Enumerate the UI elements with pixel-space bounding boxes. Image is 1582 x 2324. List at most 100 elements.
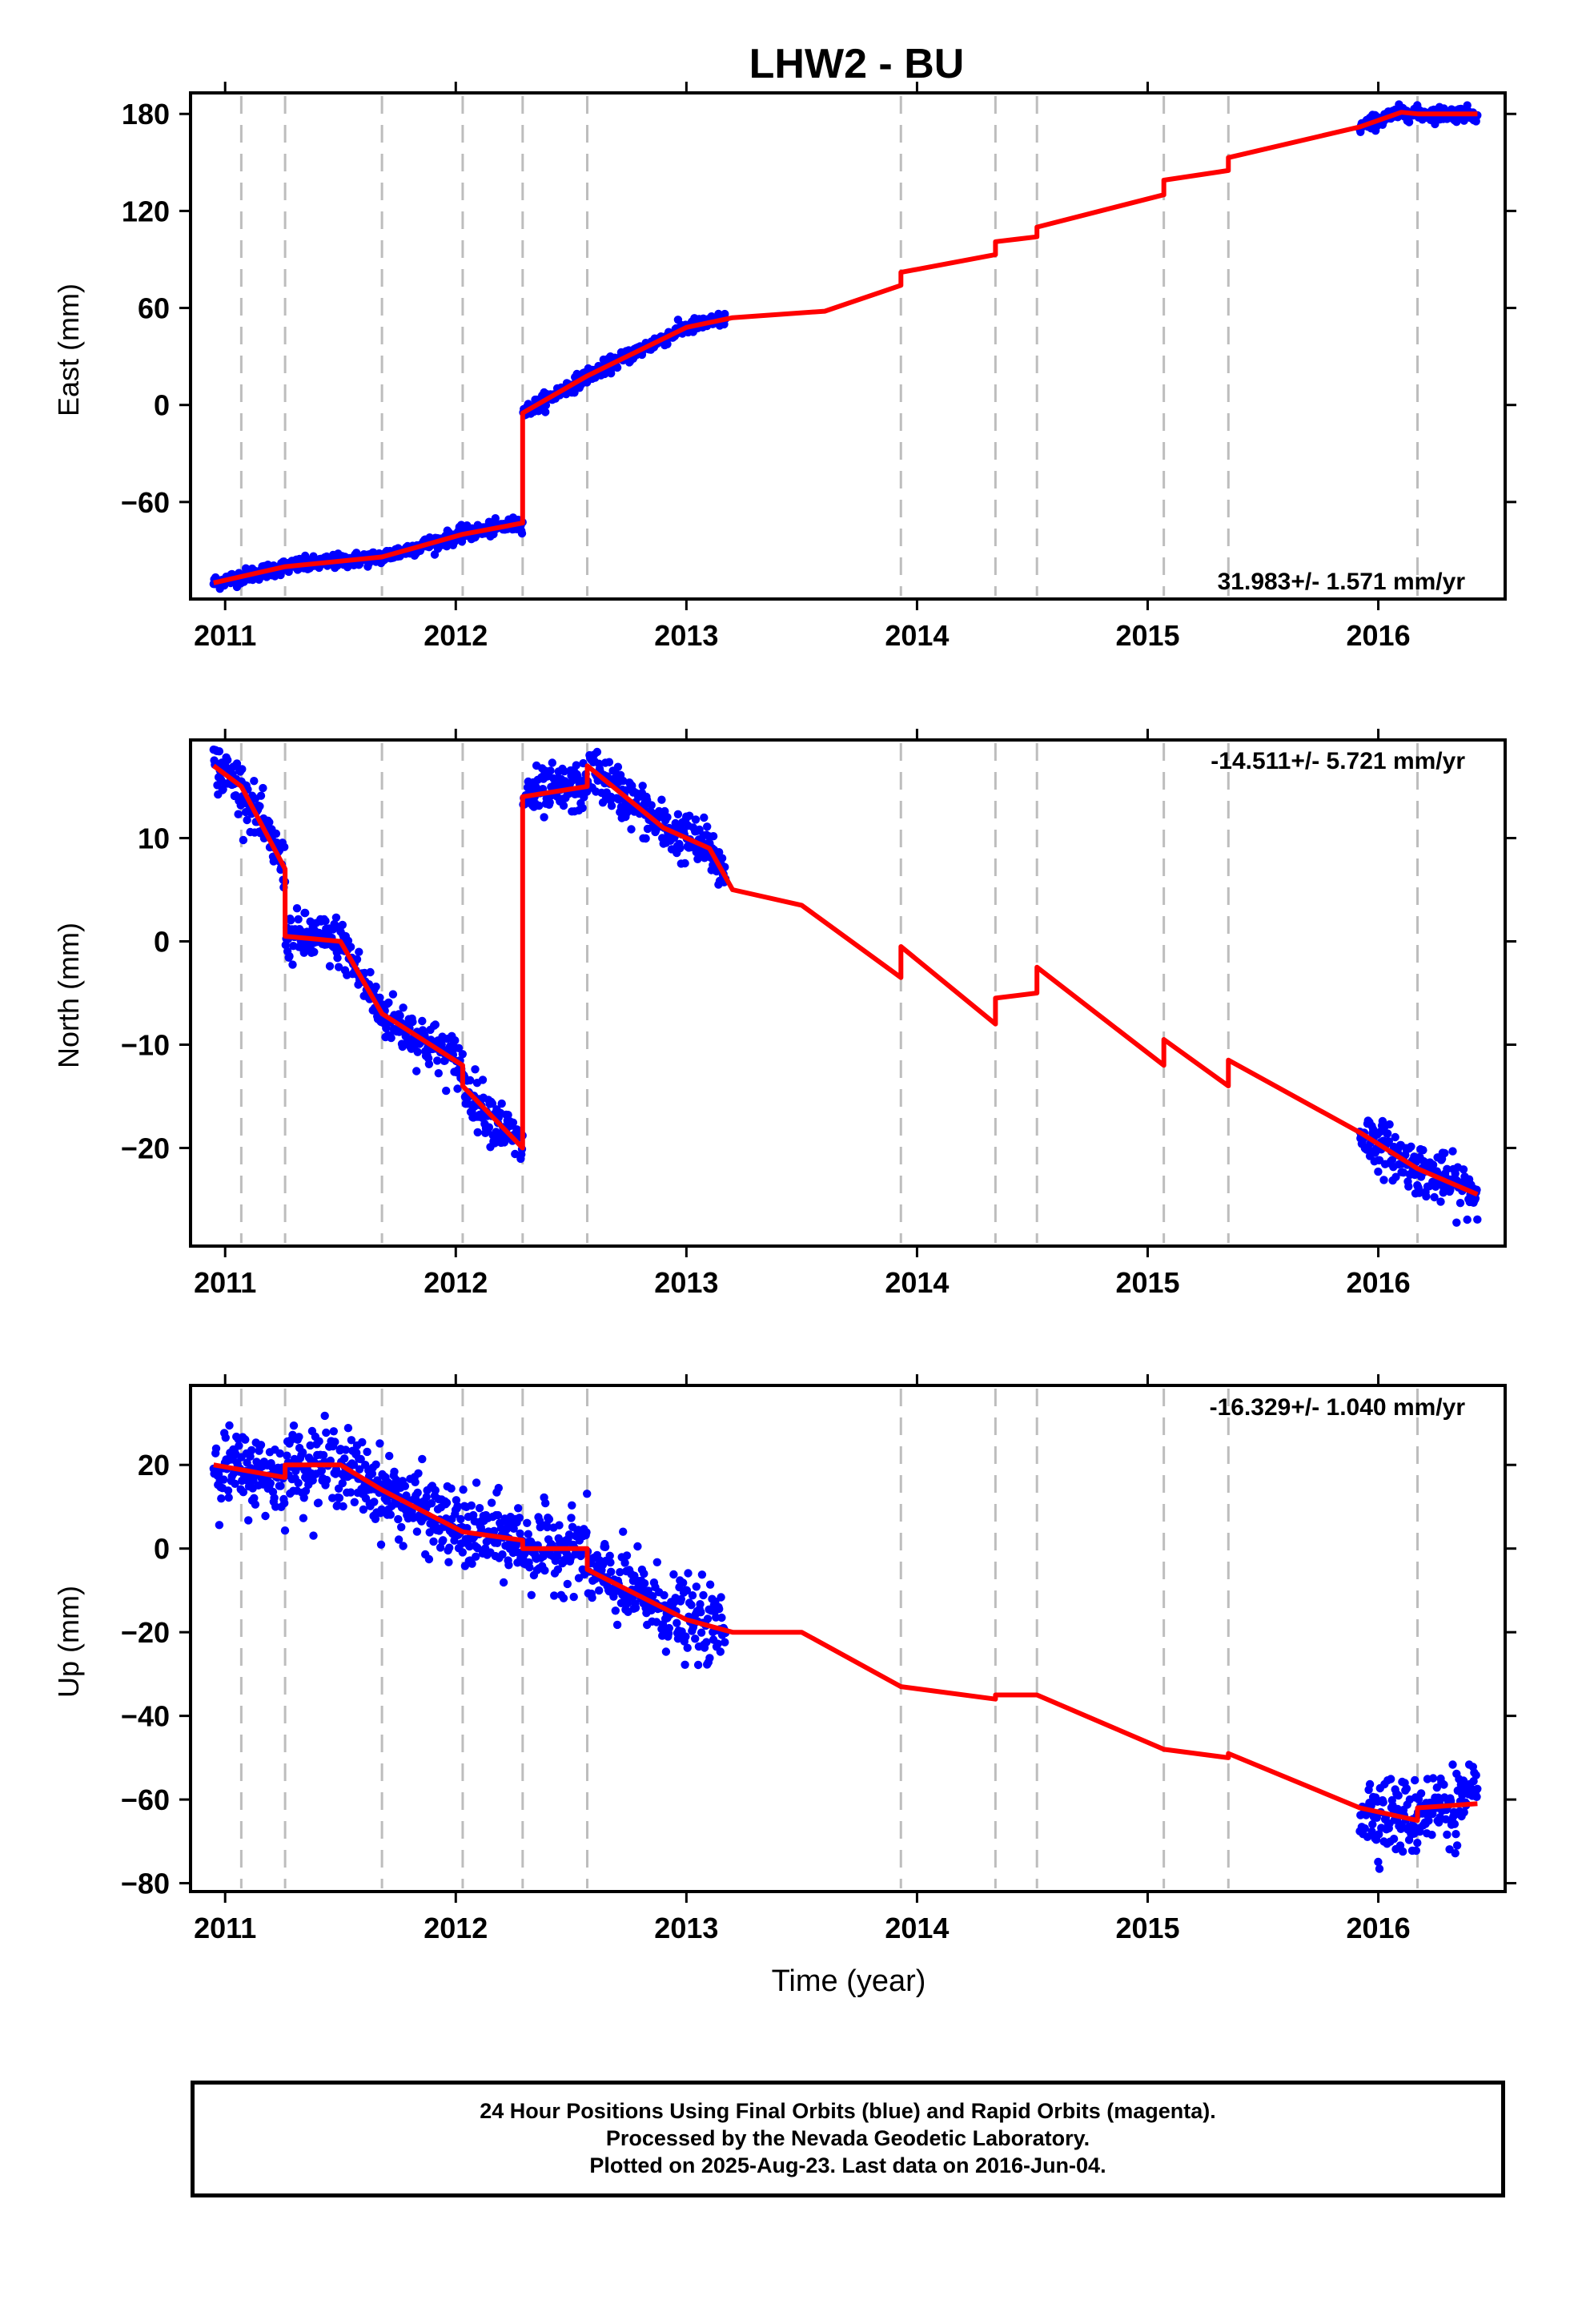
- up-data-point: [568, 1501, 576, 1510]
- up-data-point: [429, 1537, 438, 1546]
- north-data-point: [572, 761, 580, 770]
- up-ytick-label: −60: [121, 1783, 170, 1816]
- east-xtick-label: 2013: [654, 619, 718, 652]
- up-data-point: [717, 1593, 725, 1602]
- north-data-point: [504, 1111, 512, 1120]
- north-data-point: [681, 858, 689, 868]
- up-data-point: [331, 1465, 341, 1474]
- up-data-point: [317, 1466, 326, 1475]
- up-data-point: [386, 1510, 395, 1519]
- up-model-line: [213, 1462, 1478, 1823]
- up-data-point: [422, 1493, 431, 1502]
- up-data-point: [250, 1494, 259, 1503]
- north-axes-layer: 2011 2012 2013 2014 2015 2016 −20 −10 0 10: [121, 729, 1516, 1299]
- up-data-point: [652, 1618, 661, 1626]
- up-data-point: [1374, 1857, 1383, 1867]
- up-data-point: [458, 1548, 467, 1557]
- north-data-point: [243, 815, 251, 825]
- chart-title: LHW2 - BU: [749, 41, 965, 87]
- north-ytick-label: 0: [154, 926, 170, 959]
- up-data-point: [583, 1490, 592, 1498]
- up-ytick-label: −20: [121, 1616, 170, 1649]
- up-data-point: [347, 1436, 356, 1445]
- up-data-point: [684, 1569, 693, 1578]
- north-data-point: [614, 795, 623, 804]
- up-data-point: [1415, 1827, 1424, 1836]
- up-data-point: [294, 1478, 303, 1488]
- up-data-point: [1394, 1791, 1403, 1800]
- up-data-point: [679, 1578, 688, 1587]
- north-data-point: [1451, 1169, 1460, 1178]
- north-data-point: [1374, 1167, 1383, 1176]
- up-data-point: [713, 1639, 722, 1648]
- up-data-point: [1416, 1789, 1426, 1798]
- north-data-point: [418, 1016, 427, 1026]
- north-ytick-label: −20: [121, 1132, 170, 1164]
- up-data-point: [552, 1552, 562, 1561]
- up-ytick-label: 0: [154, 1533, 170, 1566]
- up-data-point: [246, 1452, 255, 1461]
- up-data-point: [691, 1634, 700, 1643]
- up-data-point: [1460, 1807, 1468, 1817]
- x-axis-label: Time (year): [772, 1964, 926, 1998]
- north-data-point: [239, 835, 248, 845]
- up-ytick-label: −40: [121, 1700, 170, 1733]
- up-data-point: [652, 1558, 661, 1567]
- up-data-point: [515, 1514, 524, 1522]
- north-data-point: [255, 802, 264, 810]
- up-data-point: [1443, 1830, 1452, 1839]
- up-data-point: [1379, 1798, 1387, 1807]
- north-data-point: [431, 1020, 440, 1029]
- north-data-point: [607, 802, 616, 810]
- up-data-point: [527, 1590, 536, 1600]
- up-data-point: [631, 1603, 640, 1613]
- caption-line-3: Plotted on 2025-Aug-23. Last data on 201…: [589, 2153, 1106, 2177]
- up-ytick-label: −80: [121, 1868, 170, 1900]
- up-data-point: [244, 1516, 253, 1525]
- up-data-point: [309, 1531, 318, 1540]
- up-data-point: [409, 1514, 418, 1522]
- up-panel: 2011 2012 2013 2014 2015 2016−80−60−40−20020 …: [52, 1374, 1516, 1998]
- up-data-point: [715, 1604, 724, 1614]
- east-data-point: [491, 514, 500, 523]
- north-data-point: [676, 844, 685, 853]
- north-data-point: [700, 813, 709, 822]
- up-data-point: [540, 1566, 549, 1575]
- north-data-point: [1448, 1147, 1457, 1156]
- north-data-point: [545, 798, 554, 807]
- up-data-point: [414, 1469, 423, 1478]
- caption-line-2: Processed by the Nevada Geodetic Laborat…: [605, 2126, 1090, 2150]
- up-data-point: [343, 1424, 353, 1433]
- up-data-point: [498, 1550, 507, 1559]
- up-data-point: [582, 1528, 591, 1537]
- up-data-point: [335, 1494, 344, 1502]
- up-data-point: [439, 1536, 448, 1545]
- up-data-point: [1439, 1780, 1448, 1789]
- north-xtick-label: 2013: [654, 1266, 718, 1299]
- up-data-point: [616, 1568, 624, 1577]
- north-data-point: [471, 1065, 480, 1074]
- up-data-point: [1448, 1760, 1457, 1769]
- up-data-point: [394, 1514, 403, 1524]
- up-data-point: [319, 1450, 328, 1460]
- east-xtick-label: 2014: [885, 619, 949, 652]
- up-data-point: [295, 1433, 303, 1441]
- north-data-point: [717, 854, 727, 862]
- up-data-point: [697, 1608, 705, 1617]
- north-data-point: [511, 1149, 520, 1159]
- up-data-point: [442, 1498, 452, 1507]
- up-data-point: [390, 1467, 399, 1477]
- north-data-point: [1384, 1137, 1394, 1146]
- up-data-point: [322, 1428, 331, 1437]
- north-data-point: [1436, 1197, 1445, 1206]
- up-data-point: [619, 1527, 628, 1536]
- up-data-point: [611, 1606, 620, 1615]
- up-data-point: [219, 1475, 228, 1484]
- up-data-point: [523, 1518, 532, 1528]
- north-data-point: [1452, 1218, 1461, 1227]
- up-data-point: [1452, 1841, 1462, 1850]
- up-data-point: [697, 1570, 707, 1579]
- up-data-point: [239, 1488, 248, 1497]
- up-data-point: [371, 1514, 380, 1524]
- north-ytick-label: 10: [138, 822, 170, 855]
